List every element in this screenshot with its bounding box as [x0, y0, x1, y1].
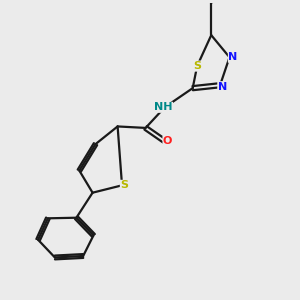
- Text: NH: NH: [154, 102, 172, 112]
- Text: O: O: [163, 136, 172, 146]
- Text: S: S: [120, 180, 128, 190]
- Text: N: N: [218, 82, 227, 92]
- Text: N: N: [228, 52, 238, 62]
- Text: S: S: [193, 61, 201, 71]
